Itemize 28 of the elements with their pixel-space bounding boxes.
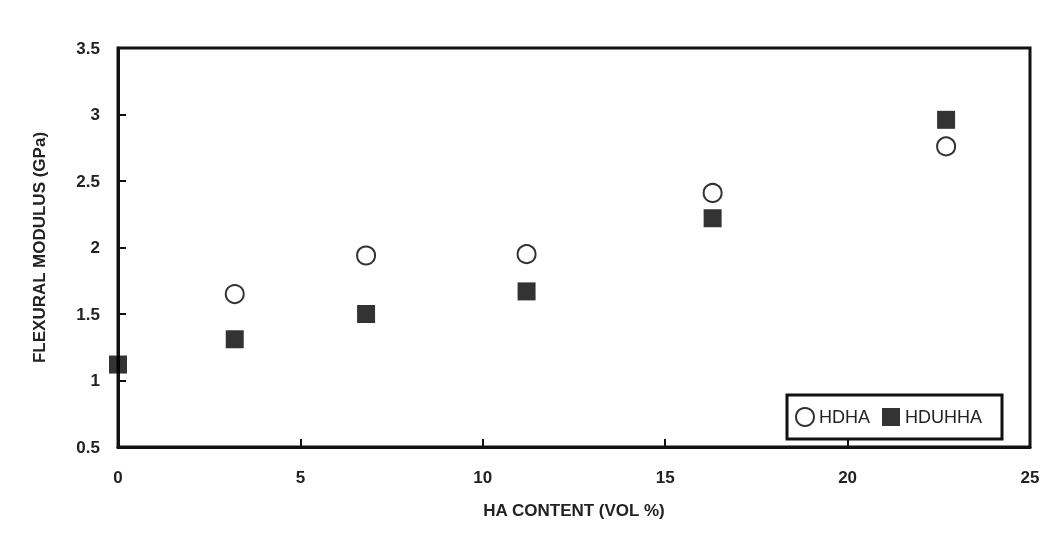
point <box>937 110 956 129</box>
y-axis-title: FLEXURAL MODULUS (GPa) <box>30 131 49 364</box>
y-tick-label: 2.5 <box>76 171 100 191</box>
y-tick-label: 1 <box>90 371 100 390</box>
x-tick-label: 0 <box>113 468 123 487</box>
x-tick-label: 20 <box>838 468 858 487</box>
x-tick-label: 5 <box>295 468 306 487</box>
point <box>517 282 536 301</box>
point <box>224 284 245 305</box>
point <box>936 136 957 157</box>
y-tick-label: 2 <box>90 238 100 257</box>
point <box>516 244 537 265</box>
point <box>702 182 723 203</box>
point <box>703 209 722 228</box>
x-axis-title: HA CONTENT (VOL %) <box>483 501 665 520</box>
point <box>356 245 377 266</box>
point <box>225 330 244 349</box>
point <box>357 305 376 323</box>
y-tick-label: 3.5 <box>76 38 100 58</box>
y-tick-label: 1.5 <box>76 304 100 324</box>
x-tick-label: 10 <box>473 468 493 487</box>
legend-label: HDUHHA <box>905 407 983 427</box>
legend-label: HDHA <box>819 407 871 427</box>
point <box>109 355 127 374</box>
y-tick-label: 3 <box>90 105 100 124</box>
y-tick-label: 0.5 <box>76 437 100 457</box>
x-tick-label: 15 <box>655 468 675 487</box>
x-tick-label: 25 <box>1020 468 1040 487</box>
